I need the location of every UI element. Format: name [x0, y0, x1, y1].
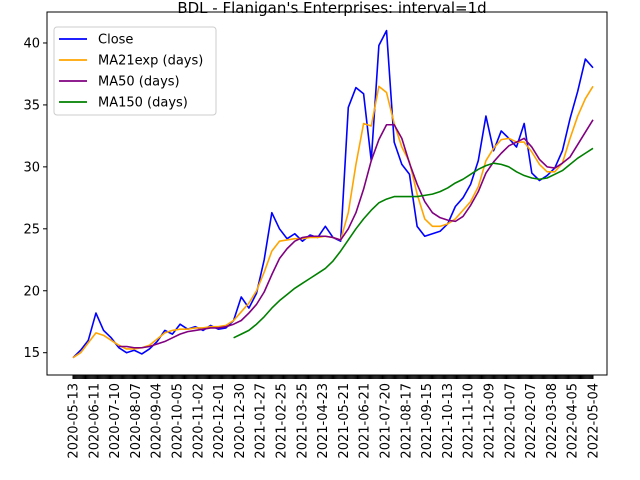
legend-entry-3: MA150 (days) — [98, 96, 188, 111]
x-tick-label: 2021-05-21 — [337, 383, 352, 459]
x-tick-label: 2020-06-11 — [87, 383, 102, 459]
legend-entry-2: MA50 (days) — [98, 75, 180, 90]
x-tick-label: 2021-02-25 — [275, 383, 290, 459]
x-tick-label: 2021-11-10 — [462, 383, 477, 459]
x-tick-label: 2022-01-07 — [503, 383, 518, 459]
y-tick-label: 20 — [23, 284, 40, 299]
legend: Close MA21exp (days) MA50 (days) MA150 (day… — [53, 26, 217, 116]
y-tick-label: 35 — [23, 98, 40, 113]
x-tick-label: 2022-04-05 — [566, 383, 581, 459]
x-tick-label: 2020-09-04 — [150, 383, 165, 459]
x-tick-label: 2021-01-27 — [254, 383, 269, 459]
x-tick-label: 2021-06-21 — [358, 383, 373, 459]
y-axis: 15 20 25 30 35 40 — [23, 36, 47, 361]
x-tick-label: 2020-12-01 — [212, 383, 227, 459]
x-tick-label: 2020-07-10 — [108, 383, 123, 459]
y-tick-label: 30 — [23, 160, 40, 175]
series-line-1 — [72, 85, 594, 359]
x-tick-label: 2021-10-13 — [441, 383, 456, 459]
x-tick-label: 2021-09-15 — [420, 383, 435, 459]
x-tick-label: 2022-03-08 — [545, 383, 560, 459]
x-tick-label: 2022-05-04 — [587, 383, 602, 459]
series-line-2 — [118, 119, 594, 349]
legend-entry-0: Close — [98, 33, 133, 48]
x-tick-label: 2020-11-02 — [191, 383, 206, 459]
y-tick-label: 40 — [23, 36, 40, 51]
x-tick-label: 2020-12-30 — [233, 383, 248, 459]
legend-entry-1: MA21exp (days) — [98, 54, 203, 69]
x-tick-label: 2020-08-07 — [129, 383, 144, 459]
series-line-3 — [233, 147, 594, 339]
x-tick-label: 2022-02-07 — [524, 383, 539, 459]
x-tick-label: 2021-03-25 — [295, 383, 310, 459]
x-tick-label: 2021-07-20 — [379, 383, 394, 459]
y-tick-label: 25 — [23, 222, 40, 237]
x-axis: 2020-05-13 2020-06-11 2020-07-10 2020-08-07… — [67, 375, 602, 459]
x-tick-label: 2020-10-05 — [171, 383, 186, 459]
x-tick-label: 2021-12-09 — [483, 383, 498, 459]
chart-title: BDL - Flanigan's Enterprises: interval=1… — [177, 0, 486, 17]
legend-box — [53, 26, 217, 116]
x-tick-label: 2021-04-23 — [316, 383, 331, 459]
y-tick-label: 15 — [23, 346, 40, 361]
x-tick-label: 2021-08-17 — [399, 383, 414, 459]
x-tick-label: 2020-05-13 — [67, 383, 82, 459]
plot-lines — [72, 29, 594, 359]
